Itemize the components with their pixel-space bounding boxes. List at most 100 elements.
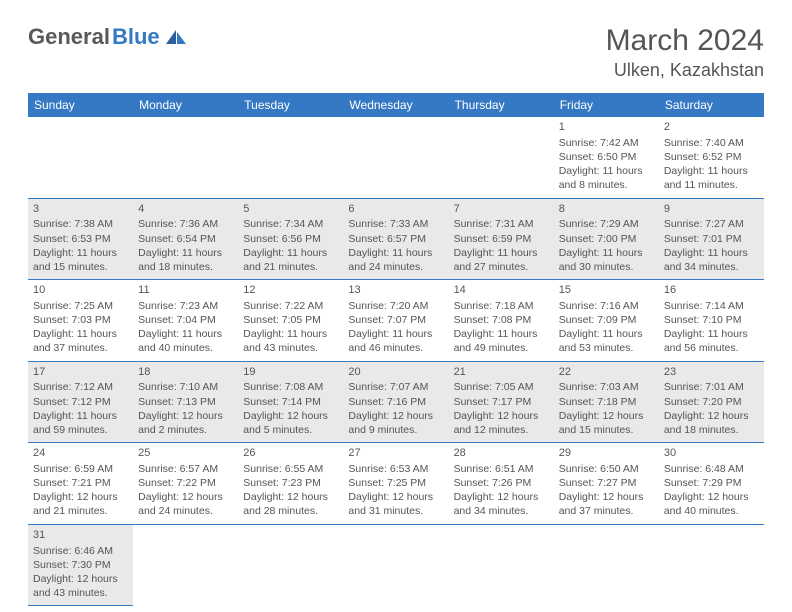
calendar-week: 3Sunrise: 7:38 AMSunset: 6:53 PMDaylight… bbox=[28, 198, 764, 280]
sunset-text: Sunset: 7:13 PM bbox=[138, 395, 233, 409]
day-number: 5 bbox=[243, 202, 338, 217]
calendar-cell: 8Sunrise: 7:29 AMSunset: 7:00 PMDaylight… bbox=[554, 198, 659, 280]
calendar-week: 1Sunrise: 7:42 AMSunset: 6:50 PMDaylight… bbox=[28, 117, 764, 198]
daylight-text: Daylight: 11 hours and 56 minutes. bbox=[664, 327, 759, 355]
sunrise-text: Sunrise: 7:22 AM bbox=[243, 299, 338, 313]
month-title: March 2024 bbox=[606, 24, 764, 58]
sunrise-text: Sunrise: 7:10 AM bbox=[138, 380, 233, 394]
daylight-text: Daylight: 11 hours and 24 minutes. bbox=[348, 246, 443, 274]
sunrise-text: Sunrise: 6:46 AM bbox=[33, 544, 128, 558]
day-header: Friday bbox=[554, 93, 659, 117]
calendar-cell: 24Sunrise: 6:59 AMSunset: 7:21 PMDayligh… bbox=[28, 443, 133, 525]
sunset-text: Sunset: 6:57 PM bbox=[348, 232, 443, 246]
sunrise-text: Sunrise: 7:20 AM bbox=[348, 299, 443, 313]
sunset-text: Sunset: 7:01 PM bbox=[664, 232, 759, 246]
sunset-text: Sunset: 6:54 PM bbox=[138, 232, 233, 246]
calendar-cell: 25Sunrise: 6:57 AMSunset: 7:22 PMDayligh… bbox=[133, 443, 238, 525]
daylight-text: Daylight: 11 hours and 8 minutes. bbox=[559, 164, 654, 192]
day-number: 20 bbox=[348, 365, 443, 380]
calendar-cell: 1Sunrise: 7:42 AMSunset: 6:50 PMDaylight… bbox=[554, 117, 659, 198]
calendar-cell bbox=[343, 524, 448, 606]
sunrise-text: Sunrise: 7:31 AM bbox=[454, 217, 549, 231]
sunset-text: Sunset: 6:53 PM bbox=[33, 232, 128, 246]
sunrise-text: Sunrise: 6:50 AM bbox=[559, 462, 654, 476]
day-number: 8 bbox=[559, 202, 654, 217]
day-number: 26 bbox=[243, 446, 338, 461]
sunrise-text: Sunrise: 6:57 AM bbox=[138, 462, 233, 476]
sunset-text: Sunset: 7:07 PM bbox=[348, 313, 443, 327]
calendar-cell: 15Sunrise: 7:16 AMSunset: 7:09 PMDayligh… bbox=[554, 280, 659, 362]
sunset-text: Sunset: 7:20 PM bbox=[664, 395, 759, 409]
calendar-cell: 19Sunrise: 7:08 AMSunset: 7:14 PMDayligh… bbox=[238, 361, 343, 443]
sunset-text: Sunset: 7:16 PM bbox=[348, 395, 443, 409]
calendar-cell: 5Sunrise: 7:34 AMSunset: 6:56 PMDaylight… bbox=[238, 198, 343, 280]
daylight-text: Daylight: 12 hours and 37 minutes. bbox=[559, 490, 654, 518]
day-number: 29 bbox=[559, 446, 654, 461]
daylight-text: Daylight: 11 hours and 18 minutes. bbox=[138, 246, 233, 274]
calendar-cell: 27Sunrise: 6:53 AMSunset: 7:25 PMDayligh… bbox=[343, 443, 448, 525]
sunrise-text: Sunrise: 7:33 AM bbox=[348, 217, 443, 231]
sunrise-text: Sunrise: 7:05 AM bbox=[454, 380, 549, 394]
daylight-text: Daylight: 11 hours and 15 minutes. bbox=[33, 246, 128, 274]
day-number: 3 bbox=[33, 202, 128, 217]
day-number: 6 bbox=[348, 202, 443, 217]
calendar-table: Sunday Monday Tuesday Wednesday Thursday… bbox=[28, 93, 764, 606]
calendar-cell: 9Sunrise: 7:27 AMSunset: 7:01 PMDaylight… bbox=[659, 198, 764, 280]
daylight-text: Daylight: 11 hours and 21 minutes. bbox=[243, 246, 338, 274]
day-number: 4 bbox=[138, 202, 233, 217]
sunrise-text: Sunrise: 6:55 AM bbox=[243, 462, 338, 476]
calendar-cell: 3Sunrise: 7:38 AMSunset: 6:53 PMDaylight… bbox=[28, 198, 133, 280]
sunset-text: Sunset: 7:29 PM bbox=[664, 476, 759, 490]
day-number: 18 bbox=[138, 365, 233, 380]
sunset-text: Sunset: 7:18 PM bbox=[559, 395, 654, 409]
calendar-cell: 4Sunrise: 7:36 AMSunset: 6:54 PMDaylight… bbox=[133, 198, 238, 280]
calendar-cell: 14Sunrise: 7:18 AMSunset: 7:08 PMDayligh… bbox=[449, 280, 554, 362]
day-number: 2 bbox=[664, 120, 759, 135]
sunset-text: Sunset: 6:50 PM bbox=[559, 150, 654, 164]
calendar-cell: 11Sunrise: 7:23 AMSunset: 7:04 PMDayligh… bbox=[133, 280, 238, 362]
calendar-cell: 29Sunrise: 6:50 AMSunset: 7:27 PMDayligh… bbox=[554, 443, 659, 525]
day-number: 15 bbox=[559, 283, 654, 298]
calendar-cell bbox=[343, 117, 448, 198]
sunrise-text: Sunrise: 6:48 AM bbox=[664, 462, 759, 476]
day-number: 25 bbox=[138, 446, 233, 461]
daylight-text: Daylight: 12 hours and 43 minutes. bbox=[33, 572, 128, 600]
sunrise-text: Sunrise: 6:59 AM bbox=[33, 462, 128, 476]
day-number: 24 bbox=[33, 446, 128, 461]
sunset-text: Sunset: 7:23 PM bbox=[243, 476, 338, 490]
daylight-text: Daylight: 12 hours and 9 minutes. bbox=[348, 409, 443, 437]
calendar-week: 10Sunrise: 7:25 AMSunset: 7:03 PMDayligh… bbox=[28, 280, 764, 362]
sunset-text: Sunset: 7:09 PM bbox=[559, 313, 654, 327]
day-number: 16 bbox=[664, 283, 759, 298]
day-number: 22 bbox=[559, 365, 654, 380]
day-number: 9 bbox=[664, 202, 759, 217]
calendar-cell: 6Sunrise: 7:33 AMSunset: 6:57 PMDaylight… bbox=[343, 198, 448, 280]
daylight-text: Daylight: 11 hours and 11 minutes. bbox=[664, 164, 759, 192]
logo-text-dark: General bbox=[28, 24, 110, 50]
sunrise-text: Sunrise: 7:34 AM bbox=[243, 217, 338, 231]
calendar-cell: 23Sunrise: 7:01 AMSunset: 7:20 PMDayligh… bbox=[659, 361, 764, 443]
day-number: 13 bbox=[348, 283, 443, 298]
sunset-text: Sunset: 7:00 PM bbox=[559, 232, 654, 246]
day-number: 7 bbox=[454, 202, 549, 217]
day-header: Wednesday bbox=[343, 93, 448, 117]
day-number: 19 bbox=[243, 365, 338, 380]
sunset-text: Sunset: 7:26 PM bbox=[454, 476, 549, 490]
day-number: 28 bbox=[454, 446, 549, 461]
day-number: 11 bbox=[138, 283, 233, 298]
sunrise-text: Sunrise: 7:01 AM bbox=[664, 380, 759, 394]
daylight-text: Daylight: 11 hours and 49 minutes. bbox=[454, 327, 549, 355]
calendar-cell bbox=[133, 524, 238, 606]
sunset-text: Sunset: 7:30 PM bbox=[33, 558, 128, 572]
day-header: Thursday bbox=[449, 93, 554, 117]
calendar-cell: 13Sunrise: 7:20 AMSunset: 7:07 PMDayligh… bbox=[343, 280, 448, 362]
calendar-cell bbox=[449, 117, 554, 198]
daylight-text: Daylight: 11 hours and 53 minutes. bbox=[559, 327, 654, 355]
sunset-text: Sunset: 7:10 PM bbox=[664, 313, 759, 327]
daylight-text: Daylight: 12 hours and 40 minutes. bbox=[664, 490, 759, 518]
calendar-cell: 17Sunrise: 7:12 AMSunset: 7:12 PMDayligh… bbox=[28, 361, 133, 443]
calendar-header-row: Sunday Monday Tuesday Wednesday Thursday… bbox=[28, 93, 764, 117]
sunset-text: Sunset: 7:22 PM bbox=[138, 476, 233, 490]
daylight-text: Daylight: 12 hours and 15 minutes. bbox=[559, 409, 654, 437]
sunset-text: Sunset: 7:14 PM bbox=[243, 395, 338, 409]
